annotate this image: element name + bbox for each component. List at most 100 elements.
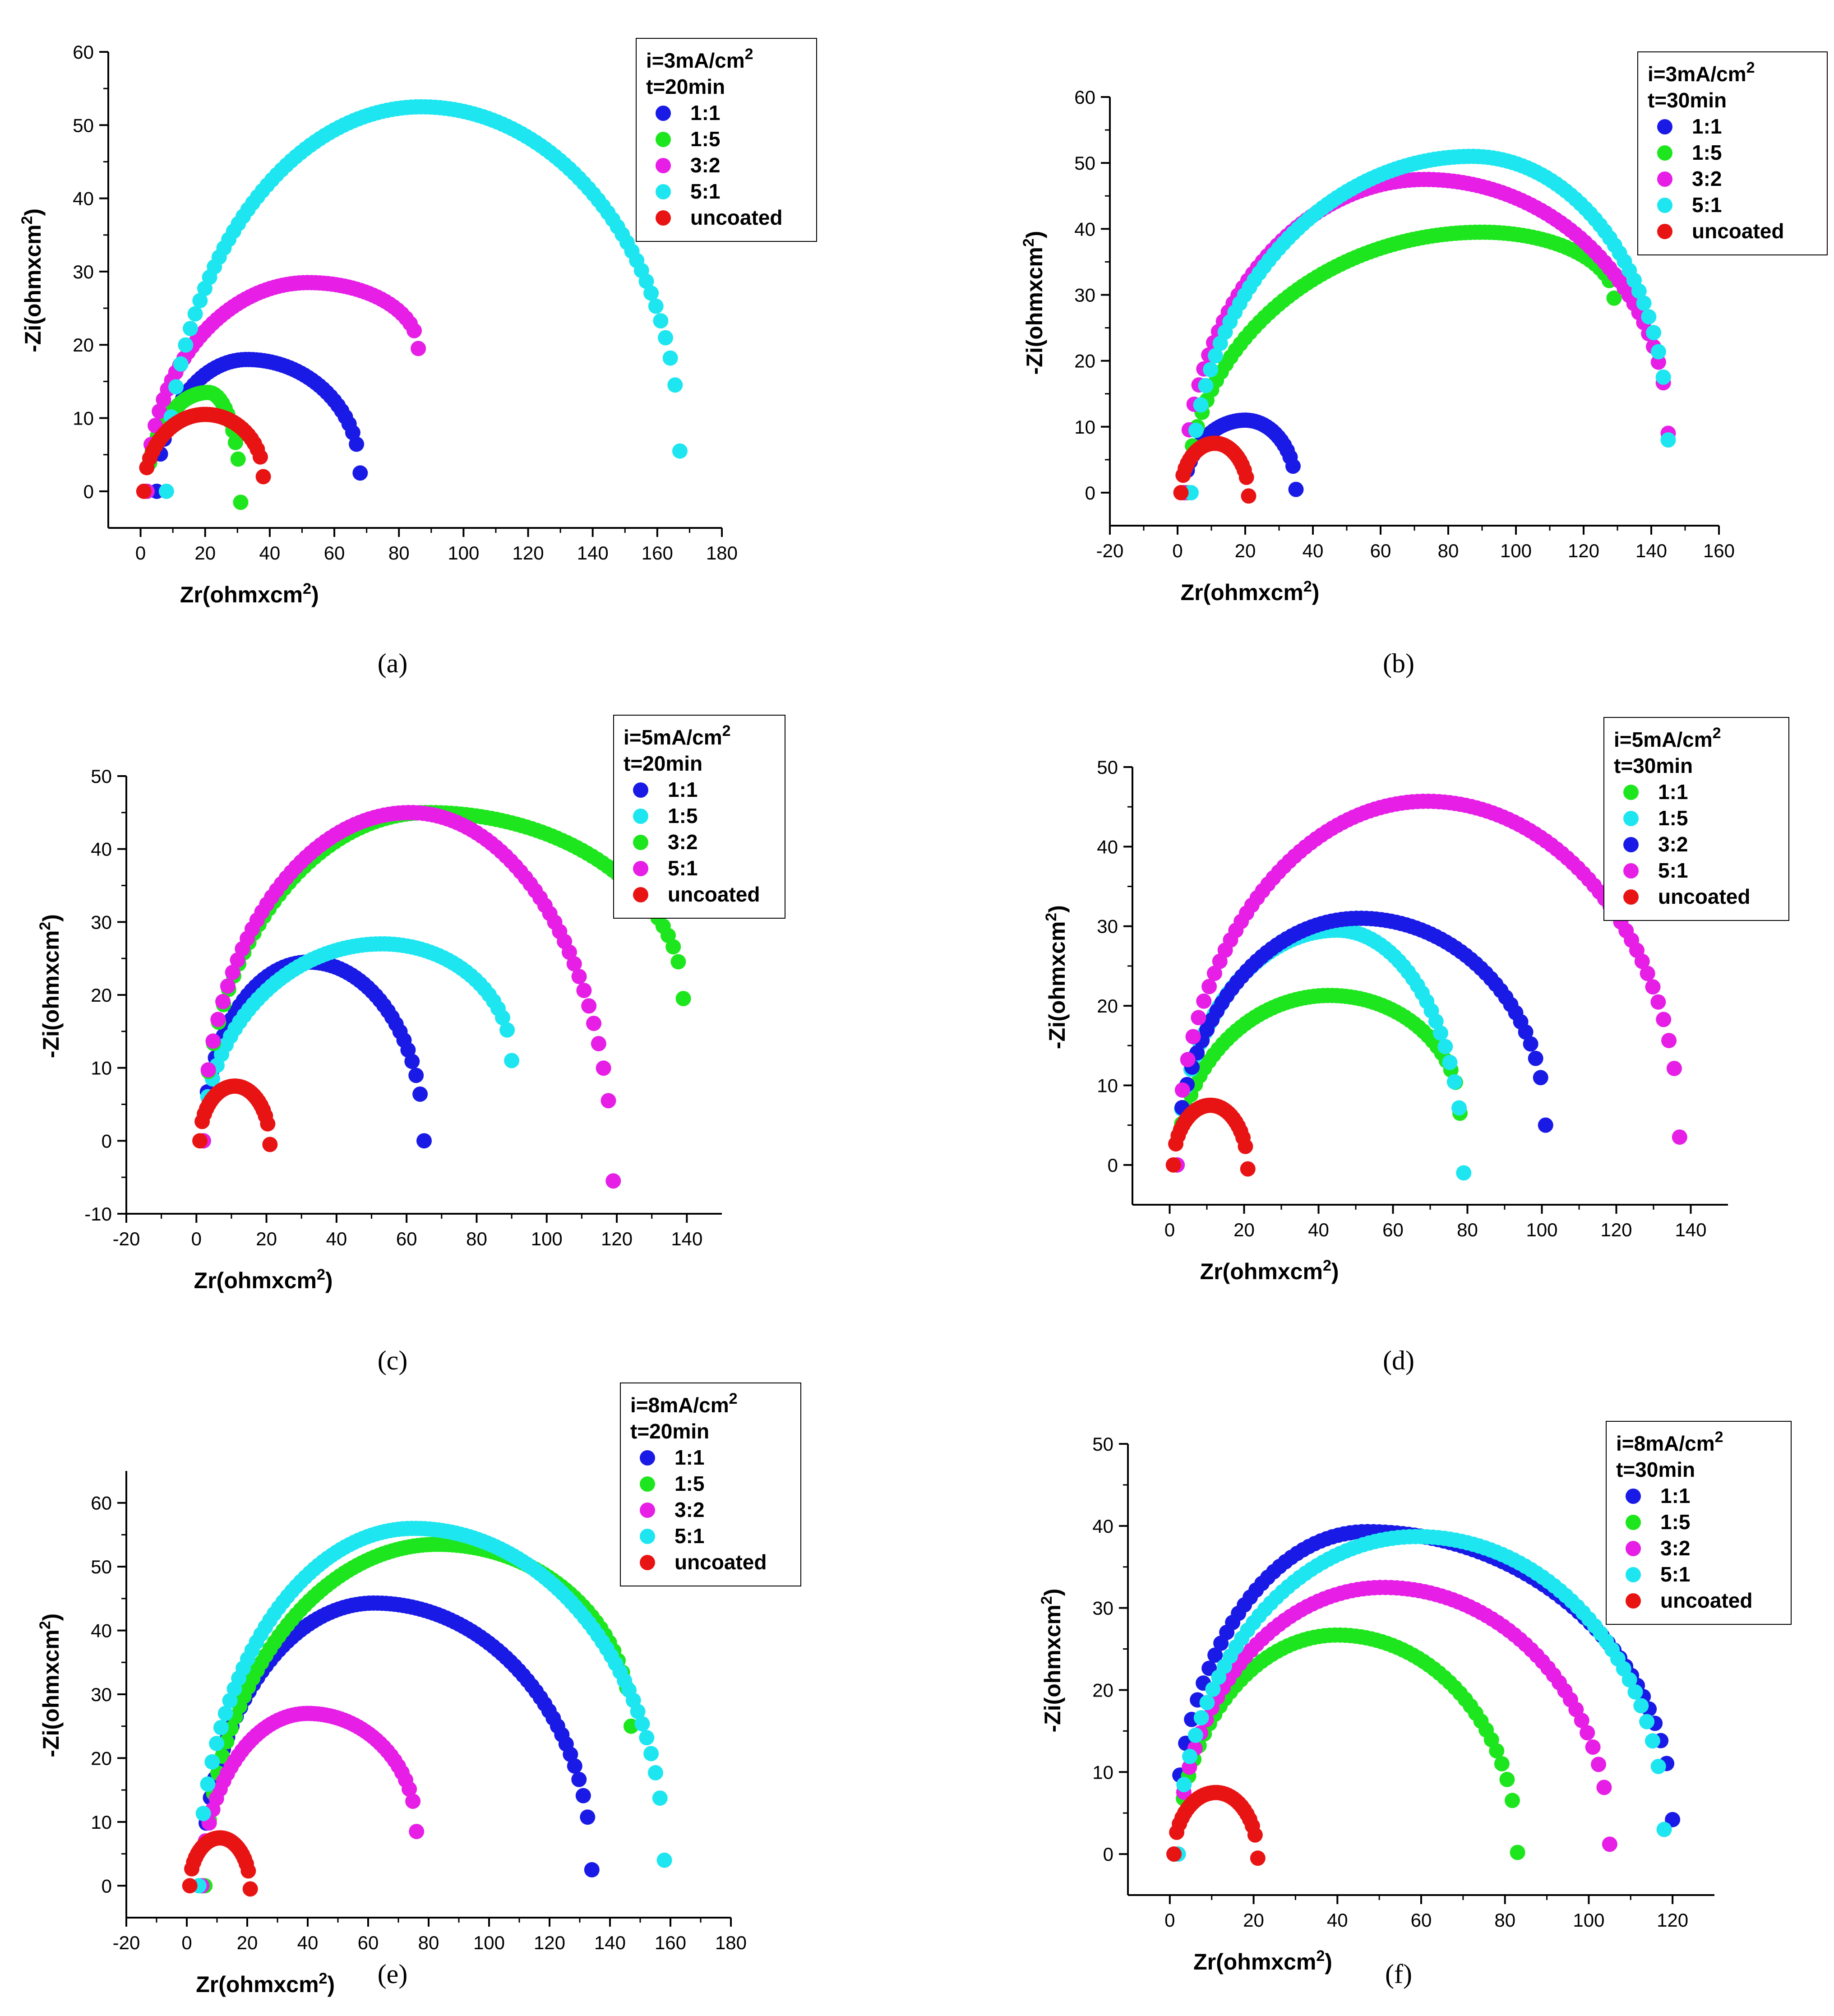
data-point (1655, 369, 1671, 385)
x-tick-label: 120 (1600, 1219, 1632, 1240)
legend-label: uncoated (1660, 1589, 1752, 1612)
data-point (182, 1878, 198, 1894)
panel-caption: (e) (378, 1959, 408, 1989)
x-tick-label: 0 (191, 1228, 202, 1249)
x-axis-label: Zr(ohmxcm2) (1181, 578, 1320, 605)
data-point (352, 465, 368, 481)
legend-label: 1:5 (1660, 1510, 1690, 1534)
y-axis-label: -Zi(ohmxcm2) (37, 914, 64, 1058)
data-point (402, 1781, 417, 1797)
x-tick-label: 0 (1172, 540, 1183, 561)
x-tick-label: 0 (181, 1932, 192, 1953)
data-point (605, 1173, 621, 1189)
data-point (504, 1053, 520, 1068)
x-tick-label: 20 (194, 542, 216, 564)
y-tick-label: 10 (91, 1058, 112, 1079)
x-tick-label: 60 (1411, 1910, 1432, 1931)
legend-label: 1:5 (1658, 806, 1688, 830)
data-point (1198, 378, 1214, 393)
data-point (416, 1133, 432, 1149)
data-point (192, 1133, 208, 1149)
data-point (591, 1036, 606, 1051)
data-point (1596, 1780, 1612, 1795)
legend-title: i=3mA/cm2 (1648, 59, 1755, 86)
legend-marker (640, 1529, 655, 1544)
legend-marker (640, 1555, 655, 1570)
y-tick-label: 60 (1074, 87, 1095, 108)
data-point (495, 1010, 511, 1026)
data-point (1188, 422, 1204, 438)
x-tick-label: 40 (297, 1932, 319, 1953)
legend-title: i=5mA/cm2 (1614, 725, 1721, 751)
legend-marker (633, 835, 648, 850)
x-axis-label: Zr(ohmxcm2) (180, 580, 319, 607)
x-tick-label: 120 (601, 1228, 633, 1249)
legend-title: t=20min (624, 752, 702, 775)
x-tick-label: 60 (1370, 540, 1391, 561)
y-tick-label: 40 (1097, 836, 1118, 857)
data-point (1656, 1822, 1672, 1837)
data-point (1238, 1138, 1253, 1154)
data-point (1238, 469, 1254, 485)
data-point (653, 313, 669, 329)
y-tick-label: 50 (1074, 153, 1095, 174)
legend-label: 3:2 (690, 153, 720, 177)
data-point (213, 1720, 229, 1735)
x-tick-label: 0 (1164, 1219, 1175, 1240)
x-tick-label: 160 (642, 542, 673, 564)
x-tick-label: 100 (448, 542, 479, 564)
x-tick-label: 20 (1243, 1910, 1264, 1931)
data-point (1645, 979, 1661, 995)
data-point (1672, 1129, 1687, 1145)
legend-marker (1623, 863, 1639, 879)
data-point (404, 1054, 420, 1069)
data-point (1523, 1036, 1538, 1052)
panel-a: 0 20 40 60 80 100 120 140 160 1800102030405060Zr(… (18, 38, 817, 678)
data-point (409, 1824, 425, 1840)
legend-label: 1:1 (690, 101, 720, 125)
x-tick-label: 0 (135, 542, 146, 564)
data-point (584, 1862, 600, 1877)
data-point (1650, 344, 1666, 360)
legend-marker (1626, 1541, 1641, 1556)
data-point (1207, 348, 1223, 364)
data-point (227, 435, 243, 450)
data-point (1250, 1850, 1266, 1866)
data-point (405, 1793, 421, 1809)
data-point (1428, 1013, 1444, 1029)
x-tick-label: -20 (1096, 540, 1124, 561)
y-tick-label: 20 (91, 1748, 112, 1769)
data-point (349, 436, 365, 452)
data-point (656, 1852, 672, 1868)
y-axis-label: -Zi(ohmxcm2) (1020, 231, 1047, 375)
panel-caption: (f) (1385, 1959, 1412, 1989)
x-tick-label: 100 (473, 1932, 505, 1953)
legend-label: 3:2 (1692, 167, 1722, 190)
data-point (586, 1016, 602, 1031)
data-point (152, 403, 167, 419)
legend-label: uncoated (690, 206, 782, 229)
data-point (634, 1716, 650, 1732)
data-point (1288, 481, 1304, 497)
data-point (1580, 1725, 1595, 1741)
data-point (1240, 1161, 1256, 1177)
x-tick-label: 180 (706, 542, 738, 564)
data-point (571, 969, 587, 985)
data-point (1660, 432, 1676, 448)
data-point (222, 1693, 238, 1709)
data-point (411, 341, 426, 356)
legend-label: 1:1 (674, 1446, 704, 1469)
x-tick-label: 60 (1382, 1219, 1404, 1240)
y-tick-label: 10 (91, 1812, 112, 1833)
legend-marker (640, 1476, 655, 1492)
data-point (260, 1116, 276, 1132)
data-point (220, 978, 236, 994)
y-axis-label: -Zi(ohmxcm2) (1043, 905, 1070, 1049)
data-point (255, 469, 271, 485)
data-point (210, 1012, 226, 1027)
data-point (499, 1022, 515, 1038)
data-point (567, 1758, 582, 1774)
legend-title: t=20min (630, 1420, 709, 1443)
x-tick-label: 120 (1657, 1910, 1688, 1931)
